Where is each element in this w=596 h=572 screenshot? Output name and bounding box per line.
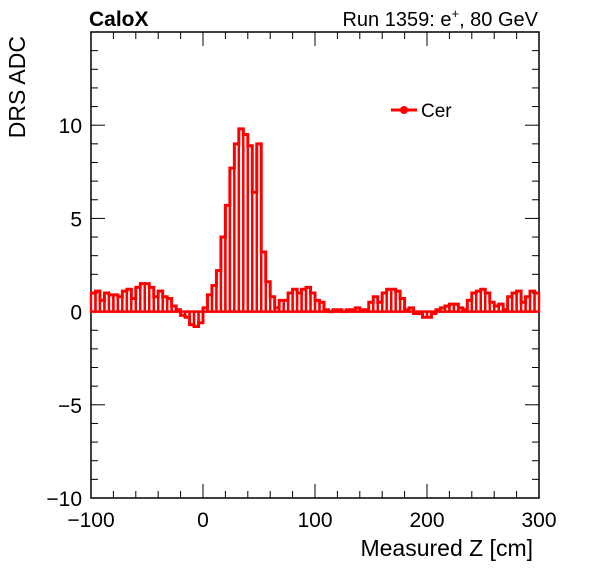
run-label: Run 1359: e+, 80 GeV [342,6,538,31]
axis-tick-labels: −100 0 100 200 300 −10 −5 0 5 10 [46,115,556,532]
y-tick-label: 0 [70,302,82,325]
x-tick-label: −100 [67,509,114,532]
x-tick-label: 100 [297,509,332,532]
brand-label: CaloX [89,8,149,31]
series-cer-line [91,127,539,329]
y-axis-label: DRS ADC [4,36,30,138]
run-label-suffix: , 80 GeV [459,9,539,31]
legend-marker [400,106,408,114]
x-tick-label: 0 [197,509,209,532]
run-label-superscript: + [451,6,459,21]
x-tick-label: 300 [521,509,556,532]
x-axis-label: Measured Z [cm] [360,535,533,561]
y-tick-label: −10 [46,488,82,511]
axis-ticks [90,31,540,499]
plot-frame [90,31,540,499]
histogram-bin [533,291,541,313]
y-tick-label: 10 [59,115,82,138]
legend: Cer [391,101,452,122]
run-label-prefix: Run 1359: e [342,9,451,31]
y-tick-label: −5 [58,395,82,418]
legend-label-cer: Cer [421,101,452,122]
x-tick-label: 200 [409,509,444,532]
y-tick-label: 5 [70,208,82,231]
